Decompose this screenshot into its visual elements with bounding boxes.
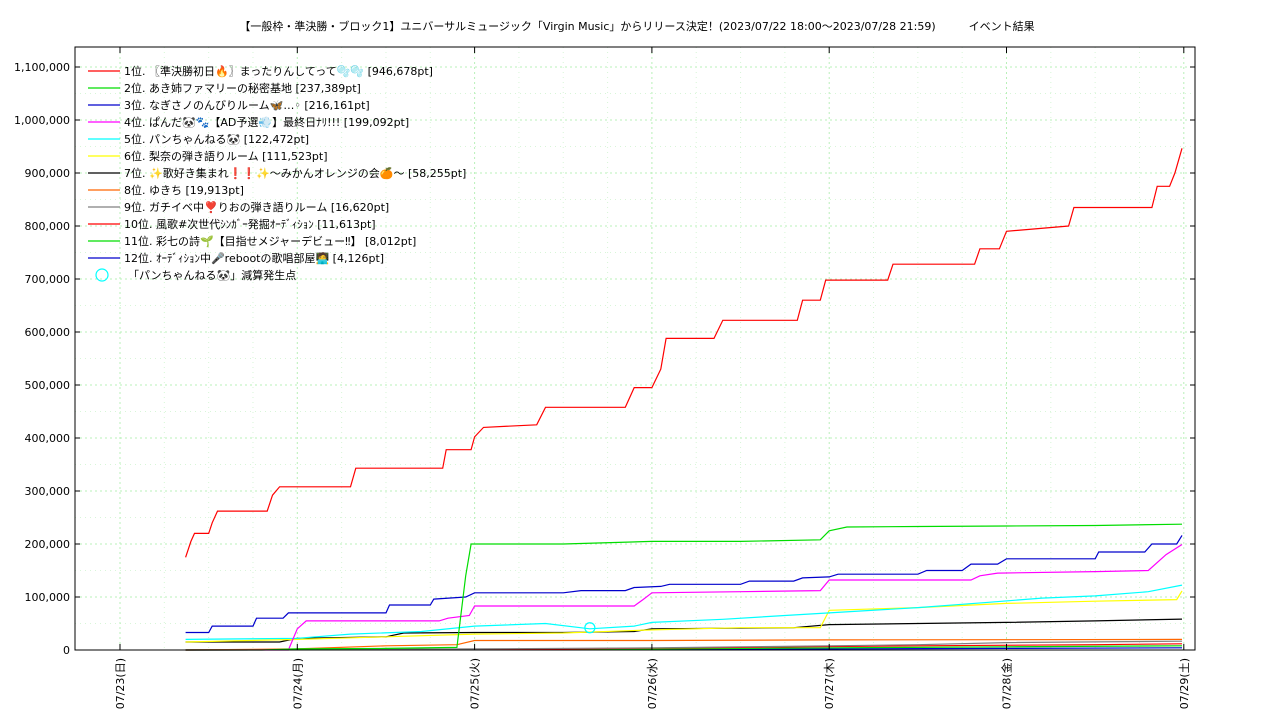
y-tick-label: 900,000: [25, 167, 71, 180]
y-tick-label: 500,000: [25, 379, 71, 392]
series-line: [185, 590, 1183, 643]
x-tick-label: 07/24(月): [291, 658, 304, 709]
plot-frame: [74, 46, 1196, 651]
marker-point: [584, 622, 596, 634]
series-line: [185, 523, 1183, 651]
x-tick-label: 07/26(水): [646, 658, 659, 709]
legend-label: 「パンちゃんねる🐼」減算発生点: [128, 268, 296, 282]
y-tick-label: 0: [63, 644, 70, 657]
legend-label: 9位. ガチイベ中❣️りおの弾き語りルーム [16,620pt]: [124, 200, 389, 214]
legend-label: 2位. あき姉ファマリーの秘密基地 [237,389pt]: [124, 81, 361, 95]
series-line: [185, 543, 1183, 651]
legend-label: 3位. なぎさノのんびりルーム🦋…◦ [216,161pt]: [124, 98, 370, 112]
chart-title: 【一般枠・準決勝・ブロック1】ユニバーサルミュージック「Virgin Music…: [239, 19, 1034, 33]
legend-label: 11位. 彩七の詩🌱【目指せメジャーデビュー‼︎】 [8,012pt]: [124, 234, 416, 248]
legend-label: 8位. ゆきち [19,913pt]: [124, 183, 244, 197]
legend-label: 10位. 風歌#次世代ｼﾝｶﾞｰ発掘ｵｰﾃﾞｨｼｮﾝ [11,613pt]: [124, 217, 376, 231]
x-tick-label: 07/23(日): [114, 658, 127, 709]
legend-label: 1位. 〖準決勝初日🔥〗まったりんしてって🫧🫧 [946,678pt]: [124, 64, 433, 78]
x-tick-label: 07/27(木): [823, 658, 836, 709]
legend-label: 7位. ✨歌好き集まれ❗❗✨〜みかんオレンジの会🍊〜 [58,255pt]: [124, 166, 466, 180]
y-tick-label: 300,000: [25, 485, 71, 498]
x-tick-label: 07/28(金): [1000, 658, 1014, 709]
legend-label: 5位. パンちゃんねる🐼 [122,472pt]: [124, 132, 309, 146]
series-line: [185, 640, 1183, 651]
y-tick-label: 1,000,000: [14, 114, 70, 127]
y-tick-label: 600,000: [25, 326, 71, 339]
x-tick-label: 07/25(火): [469, 658, 482, 709]
legend-label: 4位. ぱんだ🐼🐾【AD予選💨】最終日ﾅﾘ!!! [199,092pt]: [124, 115, 409, 129]
axes: 0 100,000 200,000 300,000 400,000 500,000 600,…: [14, 47, 1195, 709]
series-line: [185, 638, 1183, 651]
y-tick-label: 1,100,000: [14, 61, 70, 74]
series-line: [185, 618, 1183, 643]
y-tick-label: 400,000: [25, 432, 71, 445]
legend-marker: [95, 268, 109, 282]
y-tick-label: 100,000: [25, 591, 71, 604]
legend-label: 12位. ｵｰﾃﾞｨｼｮﾝ中🎤rebootの歌唱部屋🧑‍💻 [4,126pt]: [124, 251, 384, 265]
x-tick-label: 07/29(土): [1178, 658, 1191, 709]
legend-label: 6位. 梨奈の弾き語りルーム [111,523pt]: [124, 149, 328, 163]
y-tick-label: 200,000: [25, 538, 71, 551]
series-line: [185, 584, 1183, 640]
grid: [75, 47, 1195, 650]
legend: 1位. 〖準決勝初日🔥〗まったりんしてって🫧🫧 [946,678pt] 2位. あ…: [88, 64, 466, 282]
y-tick-label: 800,000: [25, 220, 71, 233]
series-line: [185, 148, 1183, 558]
series-line: [185, 535, 1183, 634]
y-tick-label: 700,000: [25, 273, 71, 286]
